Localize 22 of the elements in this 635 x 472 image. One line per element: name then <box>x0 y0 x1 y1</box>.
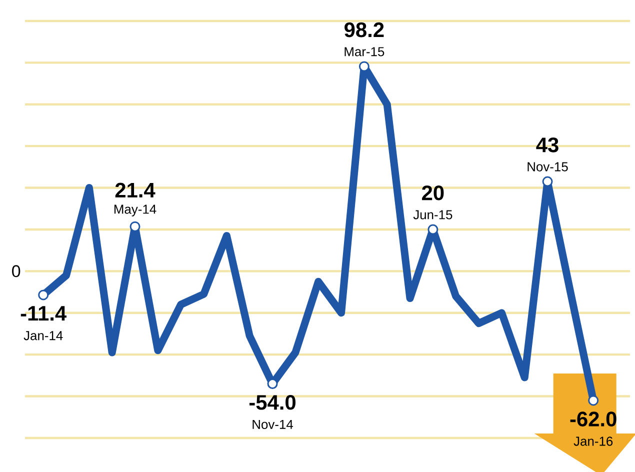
annotation: May-14 <box>114 204 156 216</box>
data-label: 43 <box>536 137 558 152</box>
annotation: Nov-15 <box>528 162 568 172</box>
annotation: Jun-15 <box>413 210 452 220</box>
point <box>428 224 438 235</box>
annotation: Jan-16 <box>574 436 613 446</box>
data-label: 20 <box>422 185 444 200</box>
data-label: -62.0 <box>570 412 616 426</box>
point <box>542 176 553 187</box>
annotation: Nov-14 <box>252 420 294 430</box>
point <box>38 290 49 300</box>
data-label: -54.0 <box>249 394 296 410</box>
annotation: Jan-14 <box>24 331 63 340</box>
point <box>588 395 599 406</box>
point <box>358 61 370 72</box>
data-label: 21.4 <box>115 182 156 198</box>
annotation: Mar-15 <box>344 47 384 56</box>
point <box>130 221 140 232</box>
data-label: 98.2 <box>344 22 384 38</box>
data-label: -11.4 <box>20 306 66 321</box>
text: 0 <box>12 265 20 278</box>
point <box>267 378 278 390</box>
